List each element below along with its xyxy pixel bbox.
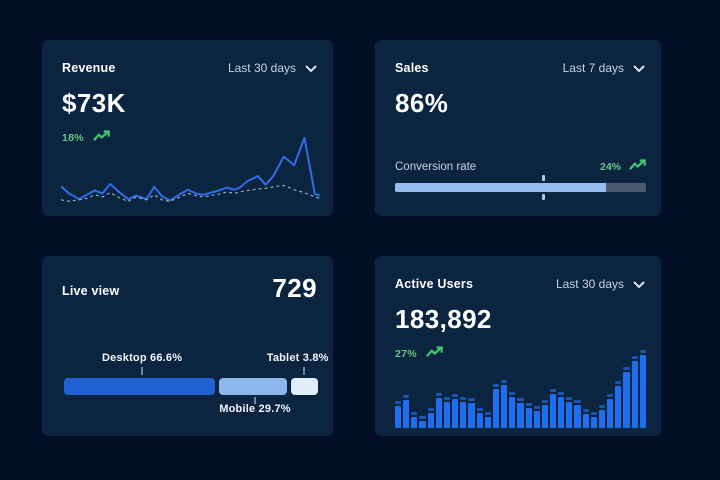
- live-view-card-title: Live view: [62, 283, 120, 298]
- bar: [492, 384, 500, 428]
- bar: [615, 381, 622, 428]
- bar: [549, 389, 557, 428]
- active-users-period-label: Last 30 days: [555, 277, 624, 291]
- segment-mobile: [219, 378, 287, 395]
- segment-tick-desktop: [141, 367, 144, 375]
- bar: [533, 406, 540, 428]
- live-view-card-header: Live view 729: [42, 256, 333, 304]
- progress-fill: [395, 183, 606, 192]
- bar: [403, 395, 410, 428]
- bar: [639, 350, 646, 428]
- conversion-delta-label: 24%: [599, 160, 621, 173]
- revenue-value: $73K: [62, 88, 126, 118]
- active-users-bar-chart: [395, 350, 646, 428]
- bar: [574, 399, 581, 428]
- bar: [566, 396, 573, 428]
- bar: [427, 407, 434, 428]
- segment-desktop: [64, 378, 216, 395]
- trending-up-icon: [629, 159, 646, 174]
- conversion-rate-delta: 24%: [600, 159, 646, 174]
- active-users-delta-label: 27%: [395, 347, 417, 360]
- bar: [607, 393, 614, 428]
- active-users-card: Active Users Last 30 days 183,892 27%: [375, 256, 661, 436]
- bar: [435, 392, 442, 428]
- sales-period-label: Last 7 days: [562, 61, 624, 75]
- segment-tick-mobile: [254, 397, 257, 404]
- segment-tablet: [290, 378, 318, 395]
- revenue-delta-label: 18%: [62, 131, 84, 144]
- bar: [525, 403, 532, 428]
- sales-card-header: Sales Last 7 days: [375, 40, 661, 75]
- live-view-card: Live view 729 Desktop 66.6% Mobile 29.7% T…: [42, 256, 333, 436]
- sales-period-dropdown[interactable]: Last 7 days: [563, 61, 645, 75]
- sales-value: 86%: [395, 88, 449, 118]
- chevron-down-icon: [633, 280, 645, 289]
- bar: [501, 379, 508, 428]
- active-users-delta: 27%: [375, 335, 661, 361]
- active-users-card-title: Active Users: [395, 277, 474, 291]
- progress-marker-top: [541, 175, 545, 181]
- progress-marker-bottom: [541, 194, 545, 200]
- active-users-card-header: Active Users Last 30 days: [375, 256, 661, 291]
- segment-tick-tablet: [302, 367, 305, 375]
- revenue-card-title: Revenue: [62, 61, 116, 75]
- sales-card: Sales Last 7 days 86% Conversion rate 24…: [375, 40, 661, 216]
- bar: [623, 367, 630, 428]
- sales-card-title: Sales: [395, 61, 429, 75]
- revenue-line-chart: [61, 130, 320, 202]
- revenue-card-header: Revenue Last 30 days: [42, 40, 333, 75]
- trending-up-icon: [426, 346, 443, 361]
- bar: [411, 412, 418, 428]
- bar: [598, 404, 606, 428]
- conversion-progress-bar: [395, 175, 646, 200]
- revenue-card: Revenue Last 30 days $73K 18%: [42, 40, 333, 216]
- revenue-period-label: Last 30 days: [227, 61, 296, 75]
- live-view-value: 729: [272, 273, 317, 303]
- chevron-down-icon: [305, 64, 317, 73]
- revenue-period-dropdown[interactable]: Last 30 days: [228, 61, 317, 75]
- bar: [541, 399, 548, 428]
- bar: [460, 396, 467, 428]
- active-users-period-dropdown[interactable]: Last 30 days: [556, 277, 645, 291]
- bar: [509, 392, 516, 428]
- bar: [590, 412, 597, 428]
- bar: [517, 398, 524, 428]
- bar: [582, 409, 589, 428]
- bar: [484, 412, 491, 428]
- bar: [443, 396, 451, 428]
- active-users-value: 183,892: [395, 304, 492, 334]
- bar: [558, 392, 565, 428]
- conversion-rate-label: Conversion rate: [395, 160, 477, 173]
- bar: [419, 415, 426, 428]
- bar: [395, 401, 402, 428]
- chevron-down-icon: [633, 64, 645, 73]
- device-stacked-bar: [64, 378, 318, 395]
- trending-up-icon: [93, 130, 110, 145]
- device-split-chart: Desktop 66.6% Mobile 29.7% Tablet 3.8%: [64, 352, 328, 418]
- segment-label-desktop: Desktop 66.6%: [101, 352, 183, 364]
- bar: [631, 356, 638, 428]
- revenue-delta: 18%: [42, 119, 333, 145]
- segment-label-mobile: Mobile 29.7%: [219, 403, 291, 415]
- segment-label-tablet: Tablet 3.8%: [266, 352, 329, 364]
- bar: [468, 398, 475, 428]
- bar: [476, 407, 483, 428]
- bar: [452, 394, 459, 428]
- conversion-rate-row: Conversion rate 24%: [395, 159, 646, 174]
